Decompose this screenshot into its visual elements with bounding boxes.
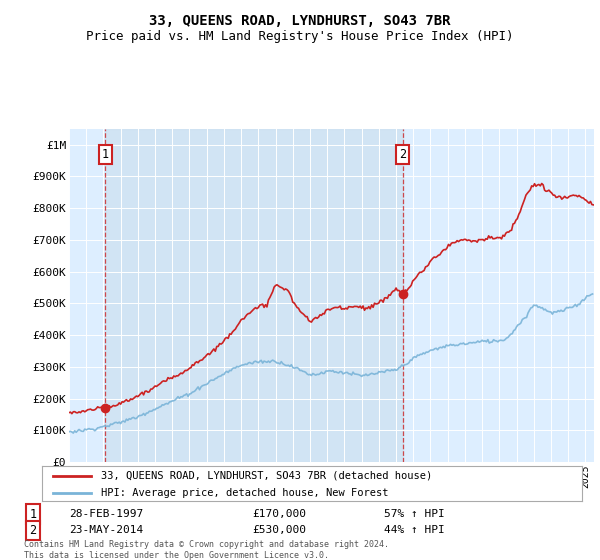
Text: 2: 2 (399, 148, 406, 161)
Bar (106, 129, 403, 462)
Text: £170,000: £170,000 (252, 509, 306, 519)
Text: Price paid vs. HM Land Registry's House Price Index (HPI): Price paid vs. HM Land Registry's House … (86, 30, 514, 43)
Text: 23-MAY-2014: 23-MAY-2014 (69, 525, 143, 535)
Text: £530,000: £530,000 (252, 525, 306, 535)
Text: 33, QUEENS ROAD, LYNDHURST, SO43 7BR: 33, QUEENS ROAD, LYNDHURST, SO43 7BR (149, 14, 451, 28)
Text: 44% ↑ HPI: 44% ↑ HPI (384, 525, 445, 535)
Text: 2: 2 (29, 524, 37, 537)
Text: Contains HM Land Registry data © Crown copyright and database right 2024.
This d: Contains HM Land Registry data © Crown c… (24, 540, 389, 559)
Text: HPI: Average price, detached house, New Forest: HPI: Average price, detached house, New … (101, 488, 389, 498)
Text: 33, QUEENS ROAD, LYNDHURST, SO43 7BR (detached house): 33, QUEENS ROAD, LYNDHURST, SO43 7BR (de… (101, 471, 433, 481)
Text: 1: 1 (29, 507, 37, 521)
Text: 28-FEB-1997: 28-FEB-1997 (69, 509, 143, 519)
Text: 57% ↑ HPI: 57% ↑ HPI (384, 509, 445, 519)
Text: 1: 1 (102, 148, 109, 161)
